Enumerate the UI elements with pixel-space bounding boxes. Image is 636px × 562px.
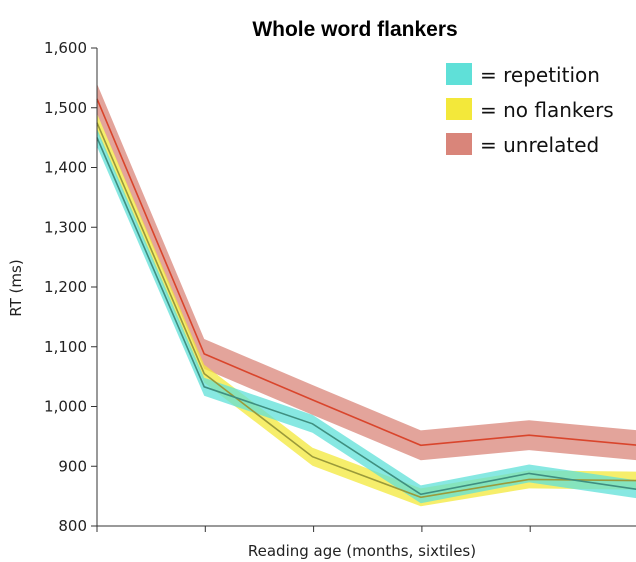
line-unrelated: [96, 98, 636, 447]
y-tick-label: 1,500: [44, 99, 87, 117]
legend-label-repetition: = repetition: [480, 63, 600, 87]
legend-swatch-no-flankers: [446, 98, 472, 120]
y-tick-label: 800: [58, 517, 87, 535]
line-no-flankers: [96, 122, 636, 499]
y-tick-label: 1,400: [44, 159, 87, 177]
y-tick-label: 1,300: [44, 218, 87, 236]
x-axis-label: Reading age (months, sixtiles): [248, 542, 476, 560]
chart-title: Whole word flankers: [252, 18, 457, 41]
legend-swatch-repetition: [446, 63, 472, 85]
y-tick-label: 1,100: [44, 338, 87, 356]
y-tick-label: 900: [58, 457, 87, 475]
legend-swatch-unrelated: [446, 133, 472, 155]
legend-label-unrelated: = unrelated: [480, 133, 599, 157]
line-repetition: [96, 137, 636, 496]
y-ticks: 800 900 1,000 1,100 1,200 1,300 1,400 1,500 1,60…: [44, 39, 97, 535]
x-ticks: [96, 526, 531, 532]
series-lines: [96, 98, 636, 499]
legend-label-no-flankers: = no flankers: [480, 98, 614, 122]
y-axis-label: RT (ms): [7, 259, 25, 316]
y-tick-label: 1,600: [44, 39, 87, 57]
y-tick-label: 1,000: [44, 398, 87, 416]
y-tick-label: 1,200: [44, 278, 87, 296]
legend: = repetition = no flankers = unrelated: [446, 63, 614, 157]
